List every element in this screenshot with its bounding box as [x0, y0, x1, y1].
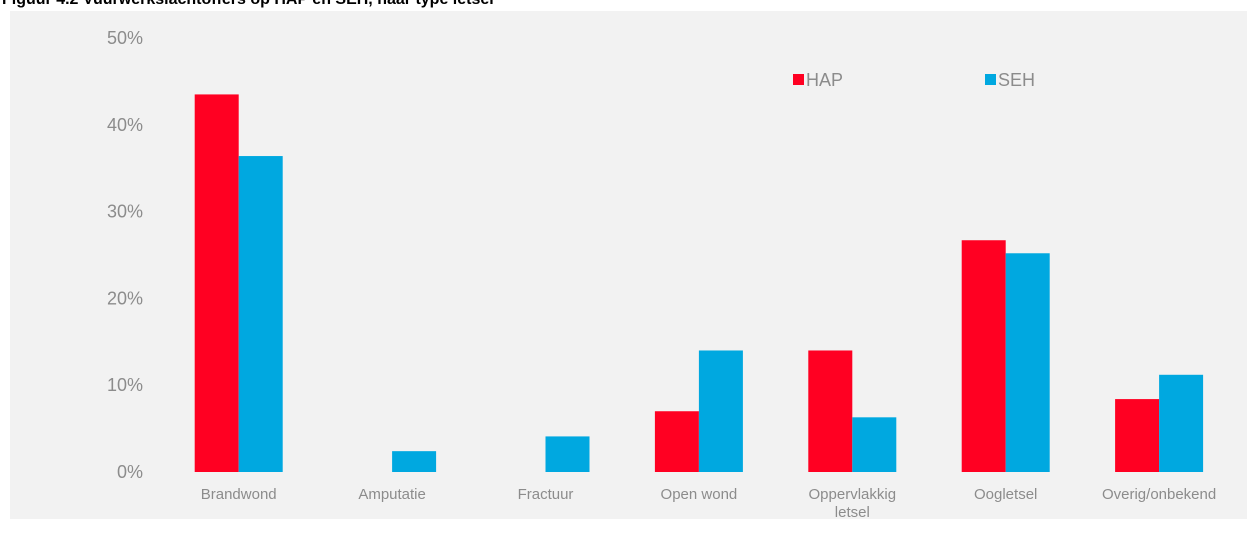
- bar-seh: [698, 350, 743, 472]
- chart-title: Figuur 4.2 Vuurwerkslachtoffers op HAP e…: [2, 0, 494, 9]
- bar-hap: [961, 240, 1006, 472]
- category-label: Open wond: [661, 486, 738, 503]
- category-label: letsel: [835, 504, 870, 521]
- bar-seh: [1005, 253, 1050, 472]
- y-tick-label: 30%: [107, 202, 143, 222]
- bar-seh: [392, 451, 437, 472]
- category-label: Amputatie: [358, 486, 426, 503]
- y-tick-label: 10%: [107, 375, 143, 395]
- category-label: Oppervlakkig: [809, 486, 897, 503]
- bar-seh: [238, 156, 283, 472]
- bar-hap: [194, 94, 239, 473]
- y-tick-label: 20%: [107, 288, 143, 308]
- category-label: Overig/onbekend: [1102, 486, 1216, 503]
- y-tick-label: 50%: [107, 28, 143, 48]
- bar-seh: [1159, 374, 1204, 472]
- category-label: Fractuur: [518, 486, 574, 503]
- legend-label-seh: SEH: [998, 70, 1035, 90]
- legend-swatch-hap: [793, 74, 804, 85]
- y-tick-label: 40%: [107, 115, 143, 135]
- category-label: Oogletsel: [974, 486, 1037, 503]
- bar-hap: [1115, 399, 1160, 472]
- legend-label-hap: HAP: [806, 70, 843, 90]
- bar-hap: [654, 411, 699, 472]
- y-tick-label: 0%: [117, 462, 143, 482]
- bar-hap: [808, 350, 853, 472]
- category-label: Brandwond: [201, 486, 277, 503]
- bar-seh: [852, 417, 897, 472]
- legend-swatch-seh: [985, 74, 996, 85]
- bar-seh: [545, 436, 590, 472]
